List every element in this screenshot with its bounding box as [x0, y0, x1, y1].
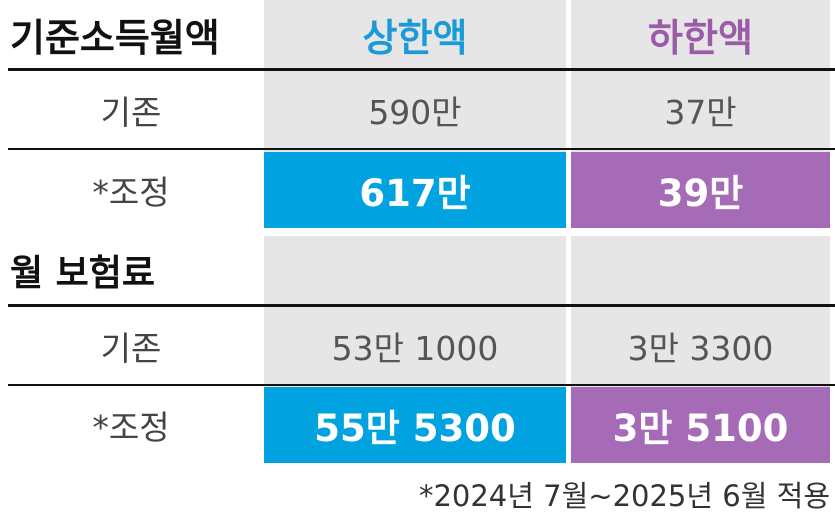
row-label: *조정	[92, 173, 170, 212]
rule	[8, 304, 835, 307]
rule	[8, 148, 835, 150]
header-upper: 상한액	[362, 15, 468, 60]
row-label: 기존	[100, 93, 162, 132]
adjusted-value: 3만 5100	[571, 387, 830, 463]
value: 37만	[664, 93, 737, 132]
value: 3만 3300	[627, 329, 774, 368]
rule	[8, 384, 835, 386]
gap	[0, 228, 835, 236]
header-lower: 하한액	[648, 15, 753, 60]
header-label: 기준소득월액	[10, 15, 220, 60]
rule	[8, 68, 835, 71]
adjusted-value: 39만	[571, 152, 830, 228]
row-label: *조정	[92, 408, 170, 447]
value: 53만 1000	[331, 329, 499, 368]
value: 590만	[368, 93, 462, 132]
row-label: 기존	[100, 329, 162, 368]
footnote: *2024년 7월~2025년 6월 적용	[418, 479, 830, 513]
adjusted-value: 55만 5300	[264, 387, 566, 463]
adjusted-value: 617만	[264, 152, 566, 228]
section-title: 월 보험료	[10, 253, 156, 294]
